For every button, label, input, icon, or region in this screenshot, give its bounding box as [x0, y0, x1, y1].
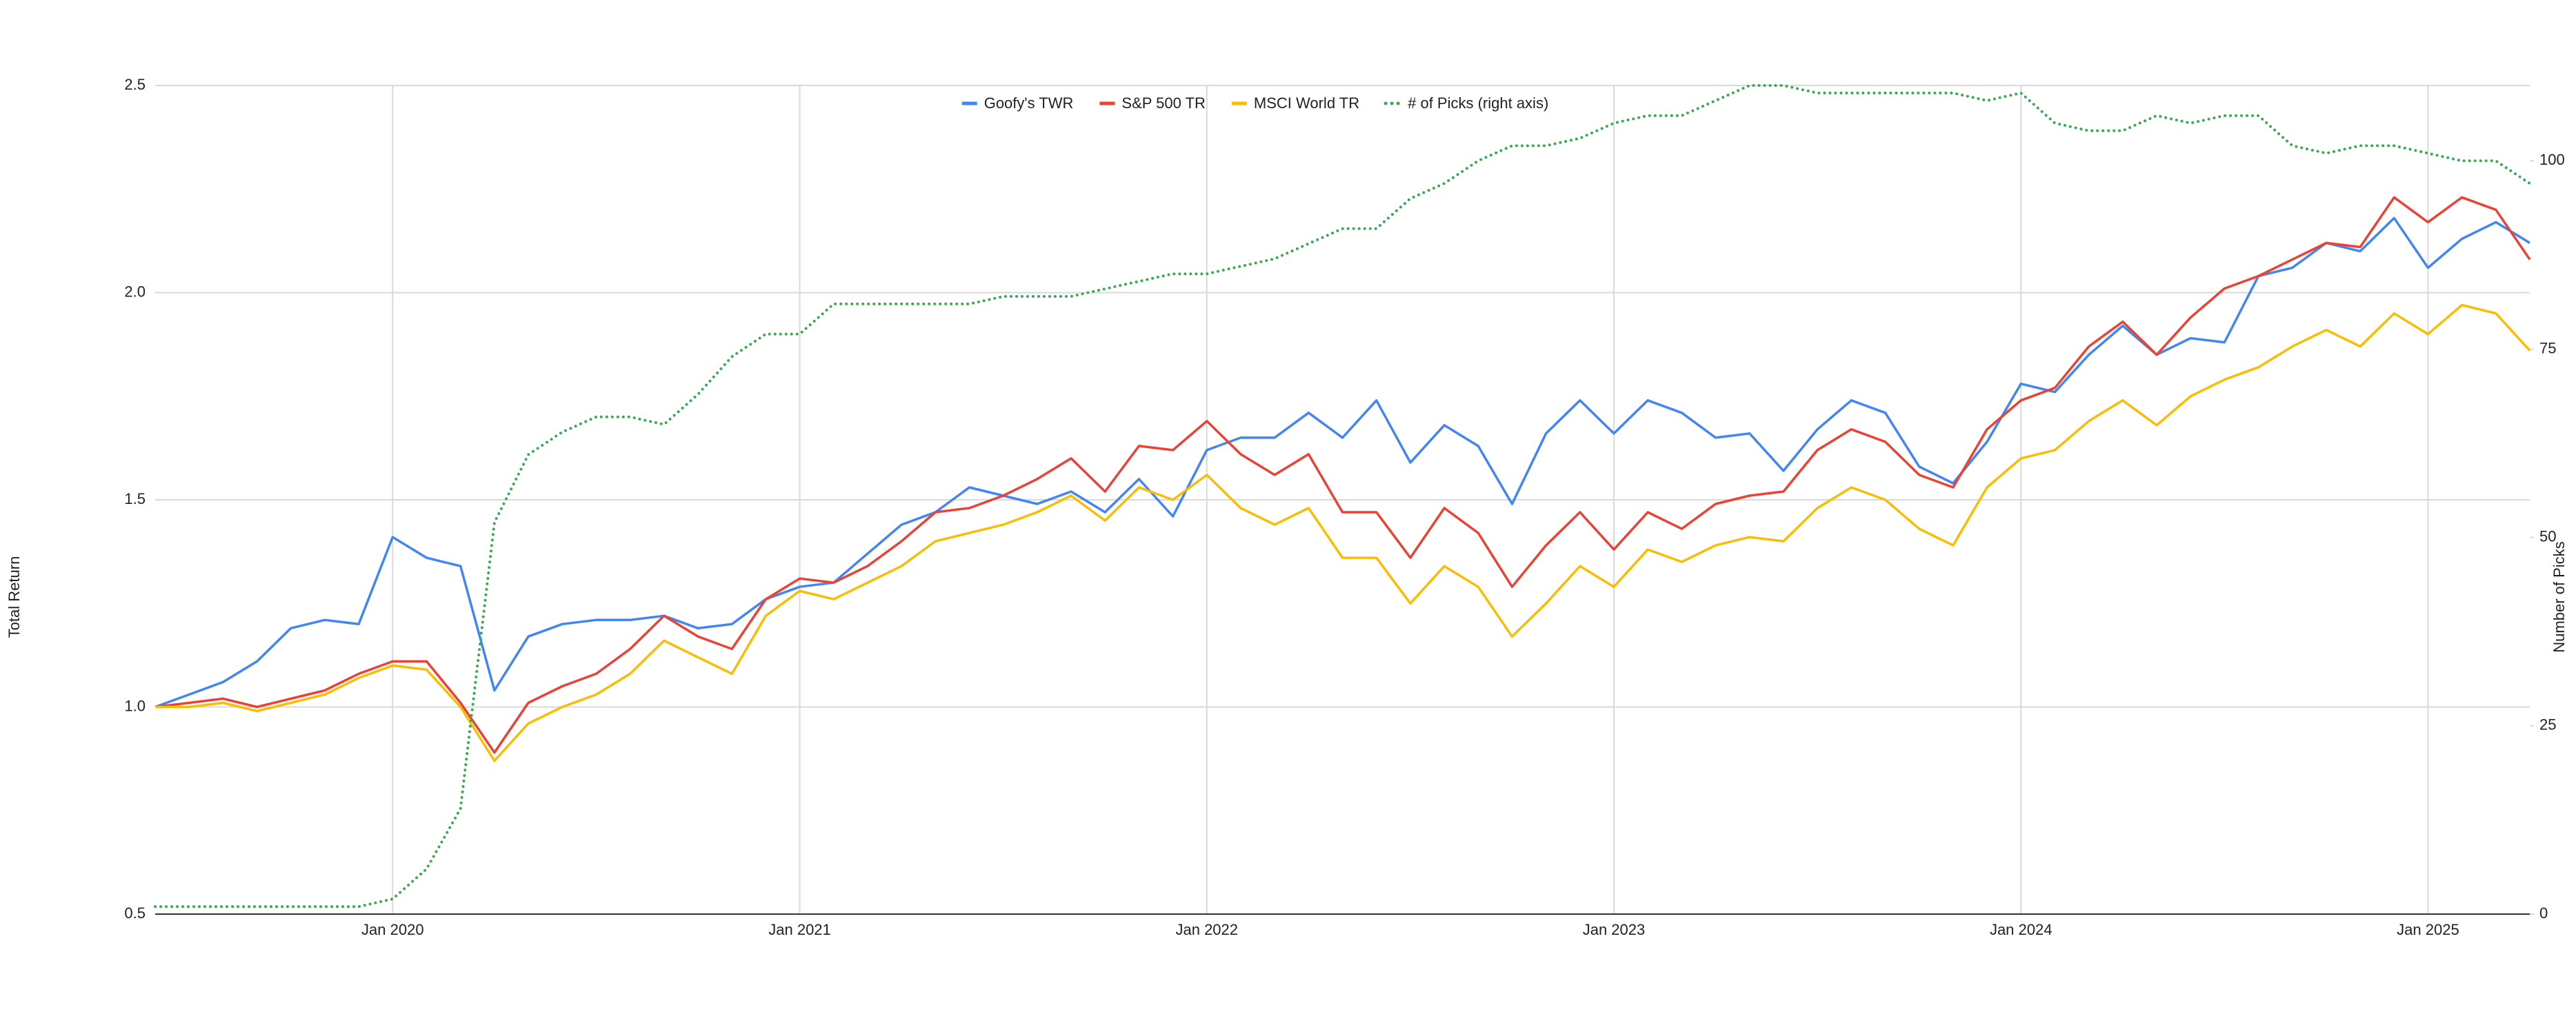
y2-tick-label: 100: [2539, 151, 2565, 168]
x-tick-label: Jan 2022: [1175, 921, 1238, 938]
series-line: [155, 303, 2531, 762]
x-tick-label: Jan 2021: [768, 921, 831, 938]
legend-label: MSCI World TR: [1254, 94, 1359, 112]
y2-tick-label: 50: [2539, 527, 2556, 545]
series-line: [154, 216, 2530, 709]
x-tick-label: Jan 2024: [1990, 921, 2053, 938]
y-tick-label: 2.5: [124, 76, 146, 93]
y-axis-title: Total Return: [6, 556, 23, 638]
y-tick-label: 2.0: [124, 283, 146, 300]
series-line: [154, 196, 2531, 754]
legend-label: Goofy's TWR: [984, 94, 1074, 112]
x-tick-label: Jan 2023: [1583, 921, 1646, 938]
series-line: [154, 84, 2531, 909]
x-tick-label: Jan 2025: [2397, 921, 2459, 938]
y-tick-label: 0.5: [124, 904, 146, 922]
legend-label: # of Picks (right axis): [1408, 94, 1548, 112]
y-tick-label: 1.5: [124, 490, 146, 507]
y2-tick-label: 25: [2539, 716, 2556, 733]
y2-axis-title: Number of Picks: [2550, 541, 2568, 652]
y-tick-label: 1.0: [124, 697, 146, 714]
y2-tick-label: 75: [2539, 339, 2556, 356]
x-tick-label: Jan 2020: [361, 921, 424, 938]
legend-label: S&P 500 TR: [1121, 94, 1205, 112]
y2-tick-label: 0: [2539, 904, 2548, 922]
